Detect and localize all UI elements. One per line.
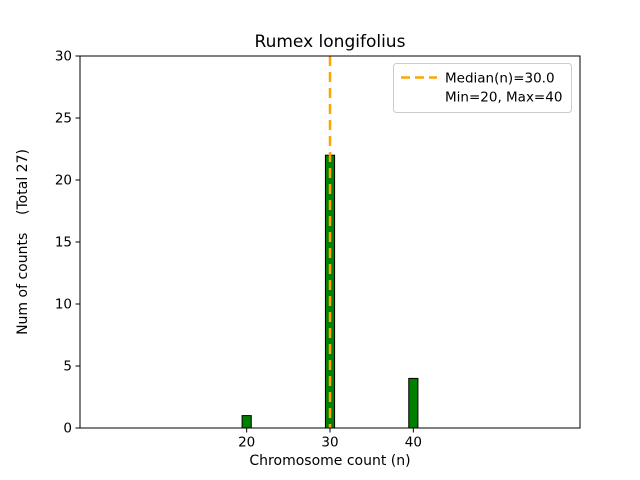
bars-layer [241, 154, 419, 429]
y-tick-label: 10 [55, 297, 72, 313]
x-axis-label: Chromosome count (n) [249, 453, 410, 469]
y-tick-label: 30 [55, 49, 72, 65]
x-tick-label: 30 [321, 435, 338, 451]
bar [324, 154, 336, 429]
legend-box [393, 63, 572, 113]
y-tick-label: 20 [55, 173, 72, 189]
ticks-layer: 20 30 40 0 5 10 15 20 25 30 [55, 49, 422, 451]
bar [408, 377, 419, 429]
legend-entry-median: Median(n)=30.0 [445, 71, 555, 87]
y-tick-label: 25 [55, 111, 72, 127]
y-axis-label: Num of counts (Total 27) [15, 149, 31, 335]
y-tick-label: 5 [63, 359, 72, 375]
legend: Median(n)=30.0 Min=20, Max=40 [393, 63, 572, 113]
y-tick-label: 0 [63, 421, 72, 437]
x-tick-label: 40 [405, 435, 422, 451]
y-tick-label: 15 [55, 235, 72, 251]
legend-entry-minmax: Min=20, Max=40 [445, 90, 562, 106]
bar [241, 415, 252, 429]
x-tick-label: 20 [238, 435, 255, 451]
chart-title: Rumex longifolius [255, 32, 406, 52]
axes-border [79, 55, 581, 429]
